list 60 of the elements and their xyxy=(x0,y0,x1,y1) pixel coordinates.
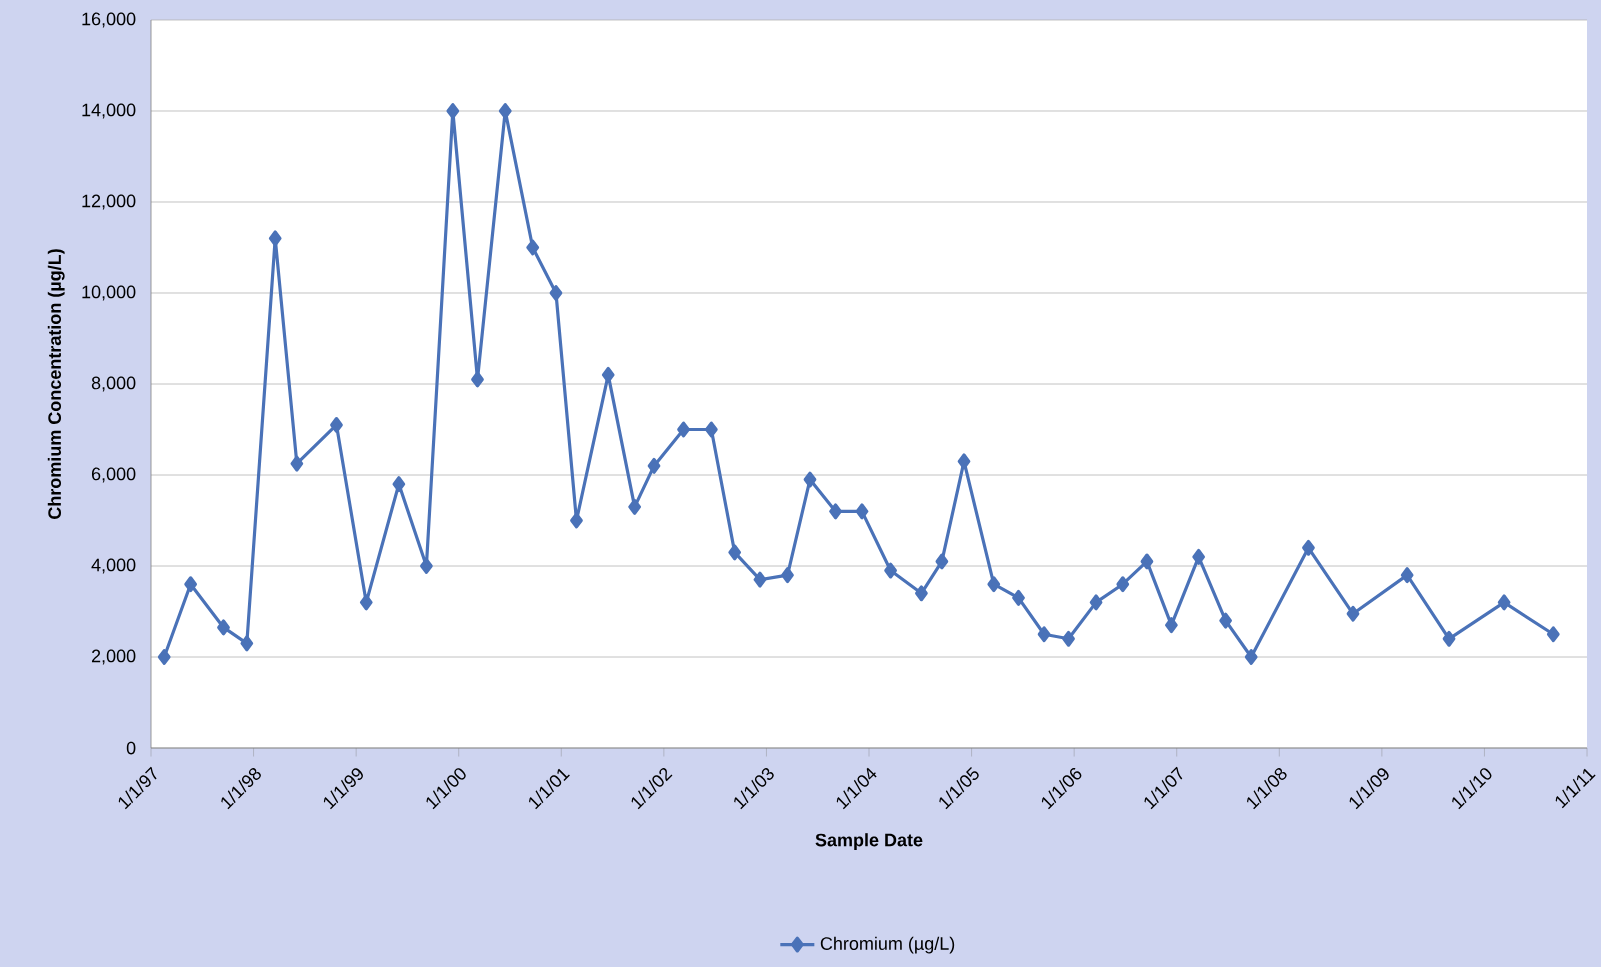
point xyxy=(728,544,742,561)
point xyxy=(915,585,928,602)
point xyxy=(1497,594,1511,611)
x-axis-title: Sample Date xyxy=(815,833,923,850)
point xyxy=(1400,567,1414,584)
point xyxy=(704,421,718,438)
point xyxy=(268,230,282,247)
point xyxy=(240,635,254,652)
point xyxy=(1089,594,1103,611)
point xyxy=(184,576,198,593)
y-tick-label: 10,000 xyxy=(82,285,136,301)
point xyxy=(803,471,817,488)
point xyxy=(446,103,460,119)
point xyxy=(1244,649,1258,665)
point xyxy=(987,576,1001,593)
point xyxy=(829,503,842,520)
y-tick-label: 14,000 xyxy=(82,103,136,119)
point xyxy=(1062,630,1075,647)
point xyxy=(217,619,230,636)
y-tick-label: 4,000 xyxy=(91,558,136,574)
point xyxy=(628,498,642,515)
point xyxy=(753,571,767,588)
point xyxy=(647,457,661,474)
point xyxy=(330,416,343,433)
point xyxy=(570,512,583,529)
y-axis-title: Chromium Concentration (µg/L) xyxy=(47,249,65,519)
point xyxy=(1346,605,1360,622)
point xyxy=(157,649,171,665)
point xyxy=(1546,626,1560,643)
point xyxy=(601,366,615,383)
point xyxy=(359,594,373,611)
legend-label: Chromium (µg/L) xyxy=(820,936,955,954)
y-tick-label: 16,000 xyxy=(82,12,136,28)
point xyxy=(781,567,794,584)
point xyxy=(884,562,897,579)
point xyxy=(935,553,949,570)
point xyxy=(1165,617,1178,634)
point xyxy=(526,239,540,256)
point xyxy=(498,103,512,119)
point xyxy=(290,455,304,472)
point xyxy=(855,503,869,520)
point xyxy=(420,558,433,574)
point xyxy=(1219,612,1233,629)
point xyxy=(1140,553,1154,570)
point xyxy=(677,421,690,438)
point xyxy=(392,476,406,493)
point xyxy=(957,453,971,470)
y-tick-label: 2,000 xyxy=(91,649,136,665)
y-tick-label: 6,000 xyxy=(91,467,136,483)
point xyxy=(549,285,563,301)
y-tick-label: 0 xyxy=(126,741,136,755)
point xyxy=(1012,589,1025,606)
y-tick-label: 8,000 xyxy=(91,376,136,392)
point xyxy=(1037,626,1051,643)
point xyxy=(1116,576,1130,593)
point xyxy=(1442,630,1456,647)
point xyxy=(471,371,484,388)
point xyxy=(1302,539,1315,556)
y-tick-label: 12,000 xyxy=(82,194,136,210)
point xyxy=(1192,548,1206,565)
